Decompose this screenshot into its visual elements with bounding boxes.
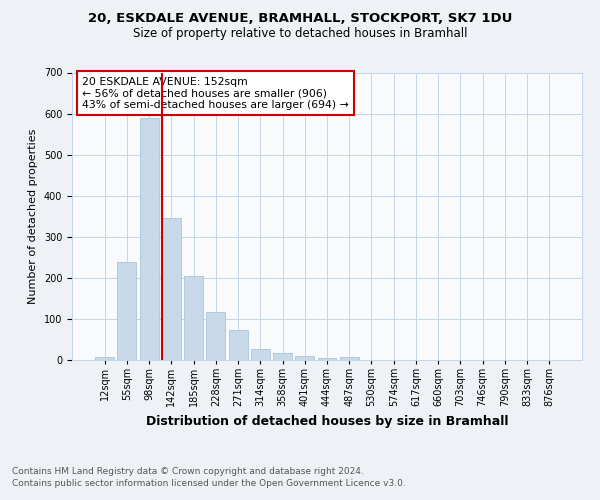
Bar (206, 312, 225, 360)
X-axis label: Distribution of detached houses by size in Bramhall: Distribution of detached houses by size … (146, 414, 508, 428)
Bar (184, 276, 203, 360)
Bar (317, 358, 337, 360)
Bar (295, 356, 314, 360)
Text: 20, ESKDALE AVENUE, BRAMHALL, STOCKPORT, SK7 1DU: 20, ESKDALE AVENUE, BRAMHALL, STOCKPORT,… (88, 12, 512, 26)
Bar (118, 262, 136, 360)
Bar (95, 356, 114, 360)
Bar (340, 356, 359, 360)
Bar (273, 353, 292, 360)
Bar (162, 218, 181, 360)
Bar (140, 118, 158, 360)
Bar (229, 330, 248, 360)
Bar (251, 349, 270, 360)
Text: Contains public sector information licensed under the Open Government Licence v3: Contains public sector information licen… (12, 479, 406, 488)
Y-axis label: Number of detached properties: Number of detached properties (28, 128, 38, 304)
Text: 20 ESKDALE AVENUE: 152sqm
← 56% of detached houses are smaller (906)
43% of semi: 20 ESKDALE AVENUE: 152sqm ← 56% of detac… (82, 77, 349, 110)
Text: Size of property relative to detached houses in Bramhall: Size of property relative to detached ho… (133, 28, 467, 40)
Text: Contains HM Land Registry data © Crown copyright and database right 2024.: Contains HM Land Registry data © Crown c… (12, 467, 364, 476)
